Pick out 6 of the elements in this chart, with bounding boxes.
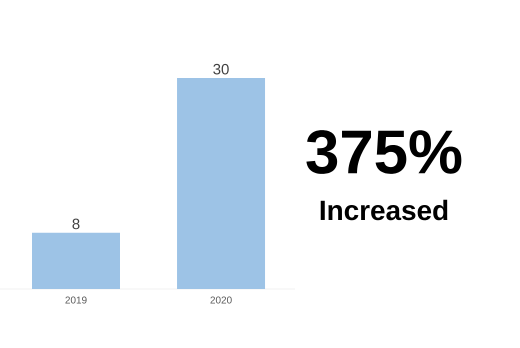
data-label: 8 xyxy=(72,218,80,230)
text: 375% xyxy=(306,130,462,174)
x-tick-label: 2019 xyxy=(65,296,87,304)
data-label: 30 xyxy=(213,64,229,74)
x-tick-label: 2020 xyxy=(210,296,232,304)
text: Increased xyxy=(320,200,448,220)
